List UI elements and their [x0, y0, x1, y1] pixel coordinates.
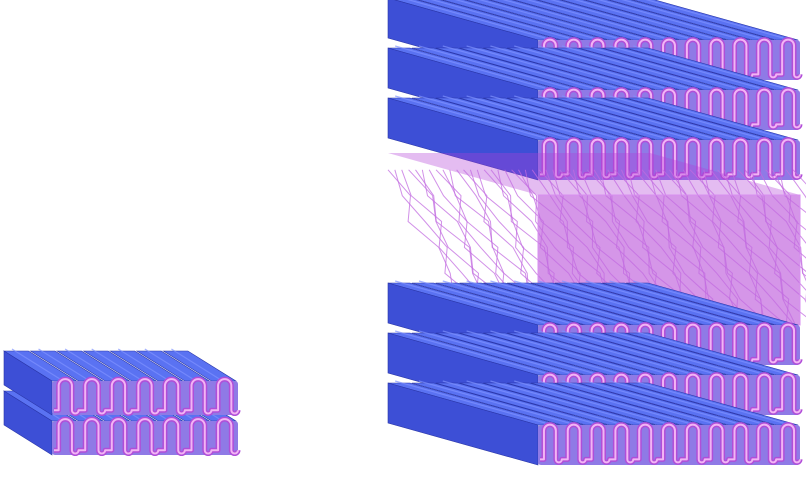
serpentine-chain	[540, 423, 801, 464]
rod-highlight	[394, 330, 546, 374]
rod-highlight	[454, 0, 593, 39]
interlayer-strand	[778, 169, 806, 214]
rod-highlight	[490, 380, 641, 424]
rod-highlight	[91, 348, 141, 380]
interlayer-strand	[689, 169, 787, 326]
rod-highlight	[171, 348, 220, 380]
rod-highlight	[609, 280, 760, 324]
interlayer-strand	[737, 169, 806, 300]
rod-highlight	[633, 330, 784, 374]
rod-highlight	[633, 280, 784, 324]
rod-highlight	[394, 380, 546, 424]
rod-highlight	[418, 330, 570, 374]
serpentine-chain	[54, 418, 239, 455]
rod-highlight	[526, 0, 665, 39]
rod-highlight	[585, 380, 736, 424]
rod-highlight	[418, 280, 570, 324]
rod-highlight	[394, 280, 546, 324]
rod-highlight	[561, 330, 713, 374]
rod-highlight	[431, 0, 570, 39]
rod-highlight	[561, 45, 713, 89]
rod-highlight	[466, 45, 617, 89]
rod-highlight	[633, 380, 784, 424]
interlayer-strand	[785, 169, 806, 199]
large-lamellar-stack	[387, 0, 806, 466]
rod-highlight	[502, 0, 641, 39]
interlayer-strand	[648, 169, 741, 326]
serpentine-chain	[54, 378, 239, 415]
rod-highlight	[394, 45, 546, 89]
small-lamella-layer	[2, 348, 241, 416]
rod-highlight	[64, 348, 114, 380]
rod-highlight	[585, 45, 736, 89]
rod-highlight	[466, 330, 617, 374]
rod-highlight	[585, 95, 736, 139]
rod-highlight	[407, 0, 546, 39]
rod-highlight	[514, 280, 665, 324]
interlayer-strand	[627, 169, 714, 326]
rod-highlight	[561, 380, 713, 424]
rod-highlight	[585, 330, 736, 374]
interlayer-strand	[744, 169, 806, 282]
interlayer-strand	[710, 169, 796, 326]
interlayer-strand	[682, 169, 765, 326]
rod-highlight	[645, 0, 784, 39]
rod-highlight	[514, 330, 665, 374]
rod-highlight	[609, 330, 760, 374]
interlayer-strand	[751, 169, 806, 277]
rod-highlight	[573, 0, 713, 39]
large-lamella-layer	[387, 95, 803, 181]
rod-highlight	[633, 45, 784, 89]
rod-highlight	[117, 348, 167, 380]
rod-highlight	[537, 380, 689, 424]
rod-highlight	[609, 380, 760, 424]
interlayer-strand	[765, 169, 806, 244]
rod-highlight	[418, 95, 570, 139]
rod-highlight	[490, 45, 641, 89]
rod-highlight	[550, 0, 689, 39]
rod-highlight	[597, 0, 736, 39]
interlayer-strand	[730, 169, 806, 291]
interlayer-strand	[772, 169, 806, 231]
rod-highlight	[514, 380, 665, 424]
rod-highlight	[442, 380, 593, 424]
rod-highlight	[490, 280, 641, 324]
rod-highlight	[537, 95, 689, 139]
rod-highlight	[418, 45, 570, 89]
rod-highlight	[38, 348, 87, 380]
rod-highlight	[490, 95, 641, 139]
rod-highlight	[144, 348, 194, 380]
rod-highlight	[561, 95, 713, 139]
rod-highlight	[585, 280, 736, 324]
rod-highlight	[11, 348, 61, 380]
interlayer-strand	[758, 169, 806, 259]
rod-highlight	[466, 95, 617, 139]
rod-highlight	[514, 95, 665, 139]
interlayer-strand	[655, 169, 739, 326]
rod-highlight	[490, 330, 641, 374]
rod-highlight	[514, 45, 665, 89]
rod-highlight	[442, 280, 593, 324]
rod-highlight	[621, 0, 760, 39]
rod-highlight	[394, 95, 546, 139]
interlayer-strand	[641, 169, 743, 326]
rod-highlight	[442, 330, 593, 374]
rod-highlight	[466, 280, 617, 324]
small-lamellar-stack	[2, 348, 241, 456]
rod-highlight	[537, 45, 689, 89]
large-lamella-layer	[387, 380, 803, 466]
rod-highlight	[442, 45, 593, 89]
rod-highlight	[609, 95, 760, 139]
interlayer-top	[388, 153, 800, 195]
rod-highlight	[633, 95, 784, 139]
rod-highlight	[609, 45, 760, 89]
rod-highlight	[478, 0, 617, 39]
rod-highlight	[537, 330, 689, 374]
rod-highlight	[537, 280, 689, 324]
rod-highlight	[561, 280, 713, 324]
rod-highlight	[442, 95, 593, 139]
rod-highlight	[418, 380, 570, 424]
rod-highlight	[466, 380, 617, 424]
